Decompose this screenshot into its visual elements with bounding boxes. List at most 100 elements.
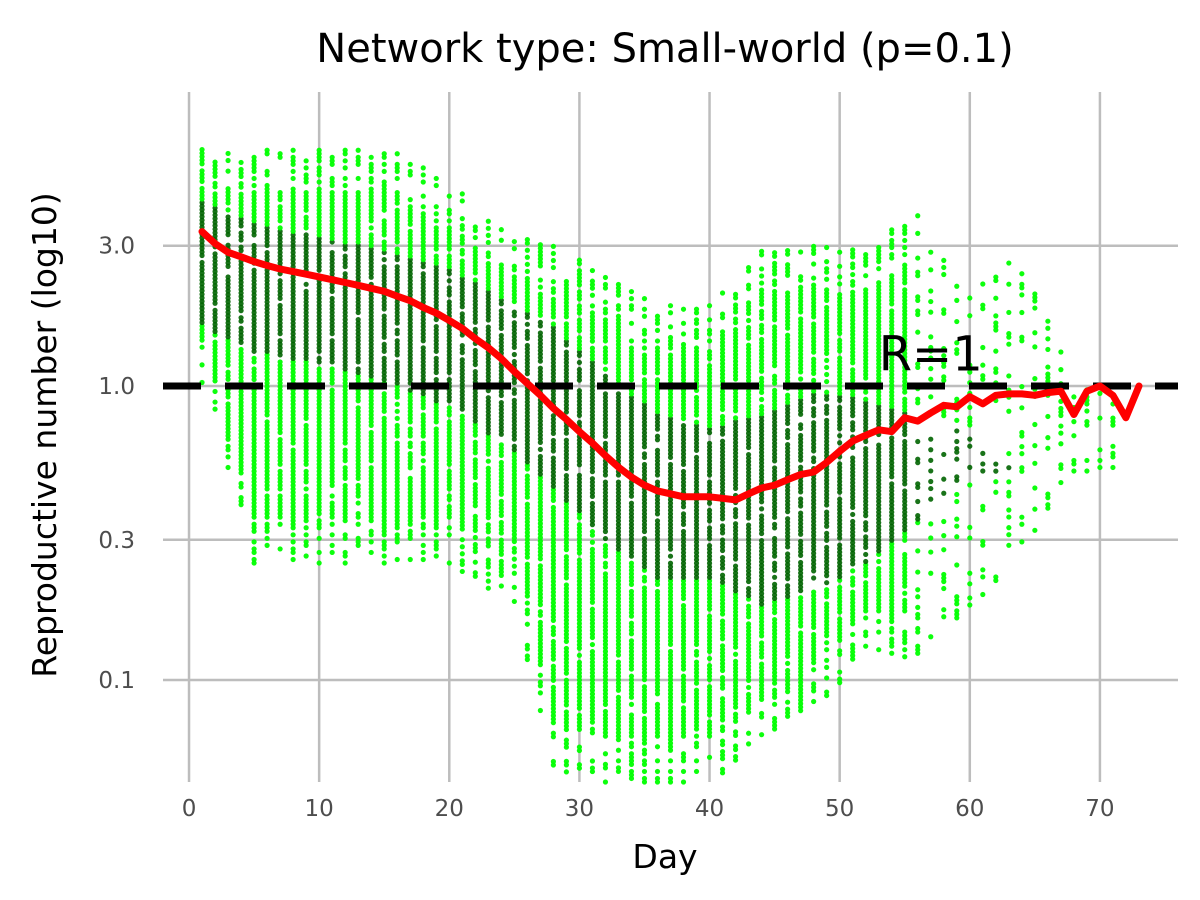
- data-point: [719, 618, 726, 624]
- data-point: [772, 581, 778, 587]
- data-point: [368, 161, 374, 167]
- data-point: [667, 758, 674, 764]
- data-point: [394, 408, 400, 414]
- data-point: [706, 303, 713, 309]
- data-point: [563, 737, 569, 743]
- data-point: [524, 621, 530, 627]
- data-point: [199, 344, 205, 350]
- data-point: [225, 186, 231, 192]
- data-point: [238, 181, 244, 187]
- data-point: [719, 537, 726, 543]
- data-point: [433, 204, 439, 210]
- data-point: [459, 311, 465, 317]
- data-point: [602, 751, 609, 757]
- data-point: [394, 556, 400, 563]
- data-point: [798, 432, 804, 439]
- data-point: [342, 175, 348, 182]
- data-point: [641, 747, 648, 753]
- data-point: [680, 528, 687, 535]
- data-point: [381, 539, 387, 545]
- data-point: [706, 613, 713, 619]
- data-point: [602, 306, 609, 312]
- data-point: [641, 327, 648, 333]
- data-point: [420, 542, 426, 548]
- data-point: [446, 493, 452, 499]
- data-point: [329, 532, 335, 538]
- data-point: [394, 264, 400, 270]
- data-point: [212, 307, 218, 313]
- data-point: [719, 572, 726, 578]
- data-point: [290, 556, 296, 563]
- data-point: [355, 175, 361, 182]
- data-point: [772, 687, 778, 693]
- data-point: [355, 316, 361, 323]
- data-point: [368, 429, 374, 436]
- data-point: [537, 563, 543, 569]
- data-point: [511, 351, 517, 358]
- data-point: [641, 715, 648, 722]
- data-point: [758, 403, 765, 410]
- data-point: [394, 440, 400, 446]
- data-point: [238, 159, 244, 166]
- data-point: [446, 532, 452, 538]
- data-point: [316, 186, 322, 192]
- data-point: [693, 687, 700, 693]
- data-point: [654, 758, 661, 764]
- data-point: [550, 684, 556, 690]
- data-point: [550, 296, 556, 302]
- data-point: [589, 310, 596, 316]
- data-point: [732, 291, 739, 297]
- data-point: [837, 676, 843, 682]
- data-point: [719, 674, 726, 681]
- data-point: [772, 521, 778, 527]
- data-point: [589, 606, 596, 612]
- data-point: [394, 161, 400, 167]
- data-point: [303, 281, 309, 287]
- data-point: [680, 768, 687, 775]
- data-point: [680, 602, 687, 609]
- data-point: [732, 507, 739, 513]
- data-point: [251, 154, 257, 160]
- data-point: [485, 232, 491, 238]
- data-point: [602, 535, 609, 542]
- data-point: [381, 391, 387, 397]
- data-point: [511, 598, 517, 605]
- data-point: [472, 559, 478, 565]
- data-point: [368, 549, 374, 556]
- data-point: [772, 560, 778, 566]
- data-point: [641, 451, 648, 457]
- data-point: [420, 204, 426, 210]
- data-point: [602, 440, 609, 446]
- data-point: [680, 423, 687, 429]
- data-point: [798, 284, 804, 290]
- data-point: [472, 457, 478, 463]
- data-point: [680, 468, 687, 475]
- data-point: [772, 288, 778, 295]
- data-point: [576, 268, 583, 274]
- data-point: [303, 172, 309, 178]
- data-point: [433, 225, 439, 231]
- data-point: [472, 245, 478, 251]
- data-point: [537, 446, 543, 453]
- data-point: [355, 154, 361, 160]
- data-point: [693, 454, 700, 461]
- data-point: [602, 479, 609, 485]
- data-point: [537, 330, 543, 336]
- data-point: [485, 458, 491, 464]
- data-point: [446, 299, 452, 305]
- data-point: [589, 267, 596, 274]
- data-point: [290, 147, 296, 153]
- data-point: [498, 442, 504, 448]
- data-point: [355, 366, 361, 372]
- data-point: [238, 346, 244, 353]
- data-point: [485, 522, 491, 528]
- data-point: [329, 387, 335, 393]
- data-point: [641, 306, 648, 312]
- data-point: [798, 630, 804, 636]
- data-point: [212, 191, 218, 197]
- data-point: [342, 182, 348, 189]
- data-point: [459, 537, 465, 543]
- data-point: [576, 303, 583, 309]
- data-point: [472, 481, 478, 488]
- data-point: [563, 554, 569, 560]
